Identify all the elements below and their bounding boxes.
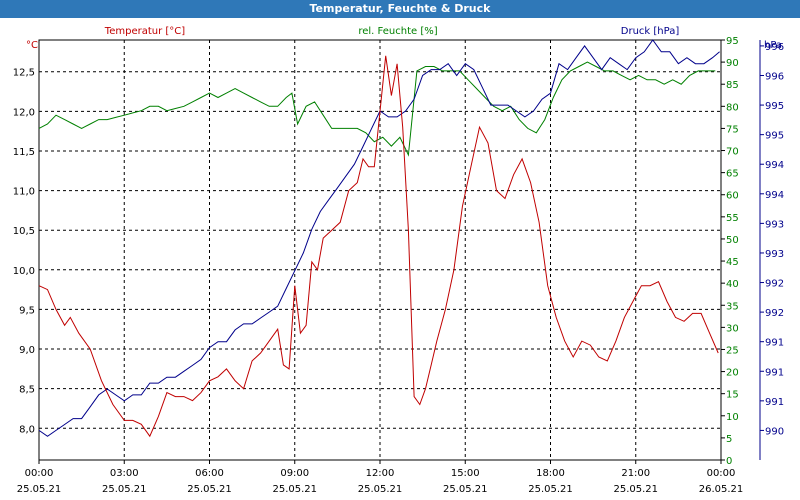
x-tick-label-time: 18:00 <box>536 468 565 479</box>
humidity-tick-label: 75 <box>726 124 739 135</box>
temp-tick-label: 12,0 <box>13 107 35 118</box>
x-tick-label-date: 25.05.21 <box>358 484 403 495</box>
x-tick-label-date: 25.05.21 <box>528 484 573 495</box>
pressure-tick-label: 996 <box>765 71 784 82</box>
humidity-tick-label: 25 <box>726 345 739 356</box>
pressure-tick-label: 992 <box>765 308 784 319</box>
humidity-tick-label: 95 <box>726 36 739 47</box>
temp-tick-label: 8,5 <box>19 385 35 396</box>
temp-tick-label: 8,0 <box>19 424 35 435</box>
pressure-tick-label: 991 <box>765 397 784 408</box>
temp-tick-label: 9,0 <box>19 345 35 356</box>
x-tick-label-date: 26.05.21 <box>699 484 744 495</box>
x-tick-label-date: 25.05.21 <box>187 484 232 495</box>
x-tick-label-time: 09:00 <box>280 468 309 479</box>
pressure-tick-label: 995 <box>765 131 784 142</box>
x-tick-label-date: 25.05.21 <box>443 484 488 495</box>
humidity-tick-label: 15 <box>726 390 739 401</box>
pressure-series-label: Druck [hPa] <box>621 26 680 37</box>
x-tick-label-time: 12:00 <box>366 468 395 479</box>
pressure-tick-label: 992 <box>765 279 784 290</box>
pressure-tick-label: 991 <box>765 367 784 378</box>
humidity-tick-label: 65 <box>726 169 739 180</box>
pressure-tick-label: 996 <box>765 42 784 53</box>
chart-title: Temperatur, Feuchte & Druck <box>0 0 800 18</box>
humidity-tick-label: 0 <box>726 456 732 467</box>
x-tick-label-time: 06:00 <box>195 468 224 479</box>
temp-tick-label: 11,5 <box>13 147 35 158</box>
temp-tick-label: 12,5 <box>13 68 35 79</box>
pressure-tick-label: 993 <box>765 219 784 230</box>
humidity-tick-label: 20 <box>726 368 739 379</box>
humidity-tick-label: 10 <box>726 412 739 423</box>
humidity-tick-label: 40 <box>726 279 739 290</box>
pressure-tick-label: 994 <box>765 160 784 171</box>
temp-tick-label: 10,5 <box>13 226 35 237</box>
humidity-tick-label: 30 <box>726 323 739 334</box>
x-tick-label-date: 25.05.21 <box>613 484 658 495</box>
x-tick-label-time: 00:00 <box>707 468 736 479</box>
humidity-tick-label: 5 <box>726 434 732 445</box>
humidity-tick-label: 80 <box>726 102 739 113</box>
pressure-tick-label: 991 <box>765 338 784 349</box>
humidity-tick-label: 50 <box>726 235 739 246</box>
x-tick-label-time: 03:00 <box>110 468 139 479</box>
x-tick-label-date: 25.05.21 <box>102 484 147 495</box>
pressure-tick-label: 995 <box>765 101 784 112</box>
x-tick-label-date: 25.05.21 <box>17 484 62 495</box>
temp-tick-label: 11,0 <box>13 187 35 198</box>
x-tick-label-time: 15:00 <box>451 468 480 479</box>
x-tick-label-date: 25.05.21 <box>272 484 317 495</box>
x-tick-label-time: 00:00 <box>25 468 54 479</box>
humidity-series-label: rel. Feuchte [%] <box>358 26 437 37</box>
humidity-tick-label: 55 <box>726 213 739 224</box>
humidity-tick-label: 45 <box>726 257 739 268</box>
humidity-tick-label: 85 <box>726 80 739 91</box>
humidity-tick-label: 35 <box>726 301 739 312</box>
temp-tick-label: 10,0 <box>13 266 35 277</box>
temperature-series-label: Temperatur [°C] <box>104 26 185 37</box>
pressure-tick-label: 994 <box>765 190 784 201</box>
humidity-tick-label: 70 <box>726 147 739 158</box>
temp-unit: °C <box>26 40 38 51</box>
humidity-tick-label: 60 <box>726 191 739 202</box>
series-line-temperature <box>38 55 719 438</box>
x-tick-label-time: 21:00 <box>621 468 650 479</box>
humidity-tick-label: 90 <box>726 58 739 69</box>
pressure-tick-label: 993 <box>765 249 784 260</box>
temp-tick-label: 9,5 <box>19 305 35 316</box>
pressure-tick-label: 990 <box>765 426 784 437</box>
pressure-unit: hPa <box>764 40 782 51</box>
